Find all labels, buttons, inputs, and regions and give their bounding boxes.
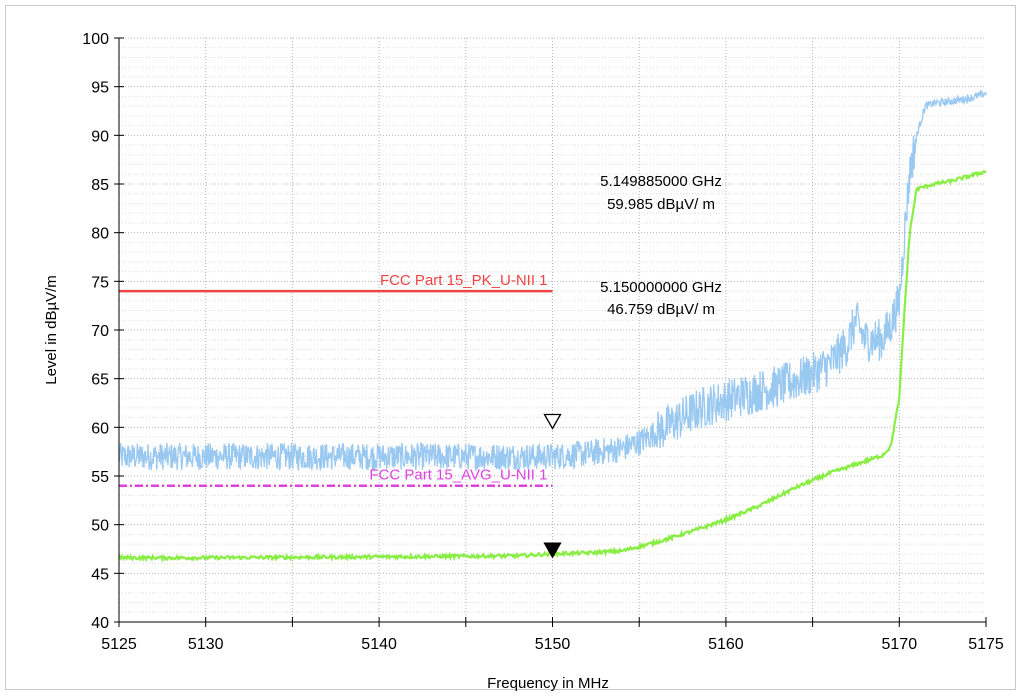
y-axis-title: Level in dBµV/m bbox=[43, 275, 60, 385]
marker-2-freq: 5.150000000 GHz bbox=[600, 279, 722, 296]
x-tick-label: 5130 bbox=[188, 636, 224, 653]
chart-frame: FCC Part 15_PK_U-NII 1 FCC Part 15_AVG_U-… bbox=[5, 5, 1016, 692]
y-tick-label: 100 bbox=[82, 31, 109, 48]
x-tick-label: 5170 bbox=[882, 636, 918, 653]
tick-labels: 40 45 50 55 60 65 70 75 80 85 90 95 100 5125 5130 5140 5… bbox=[82, 31, 1004, 653]
x-tick-label: 5140 bbox=[361, 636, 397, 653]
x-axis-title: Frequency in MHz bbox=[487, 675, 609, 691]
marker-1-freq: 5.149885000 GHz bbox=[600, 173, 722, 190]
y-tick-label: 75 bbox=[91, 274, 109, 291]
spectrum-chart: FCC Part 15_PK_U-NII 1 FCC Part 15_AVG_U-… bbox=[43, 31, 1004, 692]
y-tick-label: 50 bbox=[91, 518, 109, 535]
x-tick-label: 5175 bbox=[968, 636, 1004, 653]
y-tick-label: 65 bbox=[91, 372, 109, 389]
y-tick-label: 40 bbox=[91, 615, 109, 632]
limit-line-label-1: FCC Part 15_PK_U-NII 1 bbox=[380, 272, 548, 289]
x-tick-label: 5150 bbox=[535, 636, 571, 653]
marker-1-level: 59.985 dBµV/ m bbox=[607, 196, 715, 213]
marker-1-triangle bbox=[543, 413, 562, 430]
y-tick-label: 95 bbox=[91, 80, 109, 97]
y-tick-label: 45 bbox=[91, 566, 109, 583]
x-tick-label: 5160 bbox=[708, 636, 744, 653]
y-tick-label: 90 bbox=[91, 128, 109, 145]
y-tick-label: 85 bbox=[91, 177, 109, 194]
y-tick-label: 70 bbox=[91, 323, 109, 340]
limit-line-label-2: FCC Part 15_AVG_U-NII 1 bbox=[369, 467, 547, 484]
marker-2-level: 46.759 dBµV/ m bbox=[607, 301, 715, 318]
y-tick-label: 80 bbox=[91, 226, 109, 243]
limit-lines: FCC Part 15_PK_U-NII 1 FCC Part 15_AVG_U-… bbox=[119, 272, 553, 487]
marker-2-triangle bbox=[543, 542, 562, 559]
x-tick-label: 5125 bbox=[101, 636, 137, 653]
axes bbox=[114, 37, 987, 627]
trace-1 bbox=[118, 89, 987, 472]
y-tick-label: 60 bbox=[91, 420, 109, 437]
y-tick-label: 55 bbox=[91, 469, 109, 486]
grid bbox=[119, 37, 986, 623]
markers bbox=[543, 413, 562, 559]
